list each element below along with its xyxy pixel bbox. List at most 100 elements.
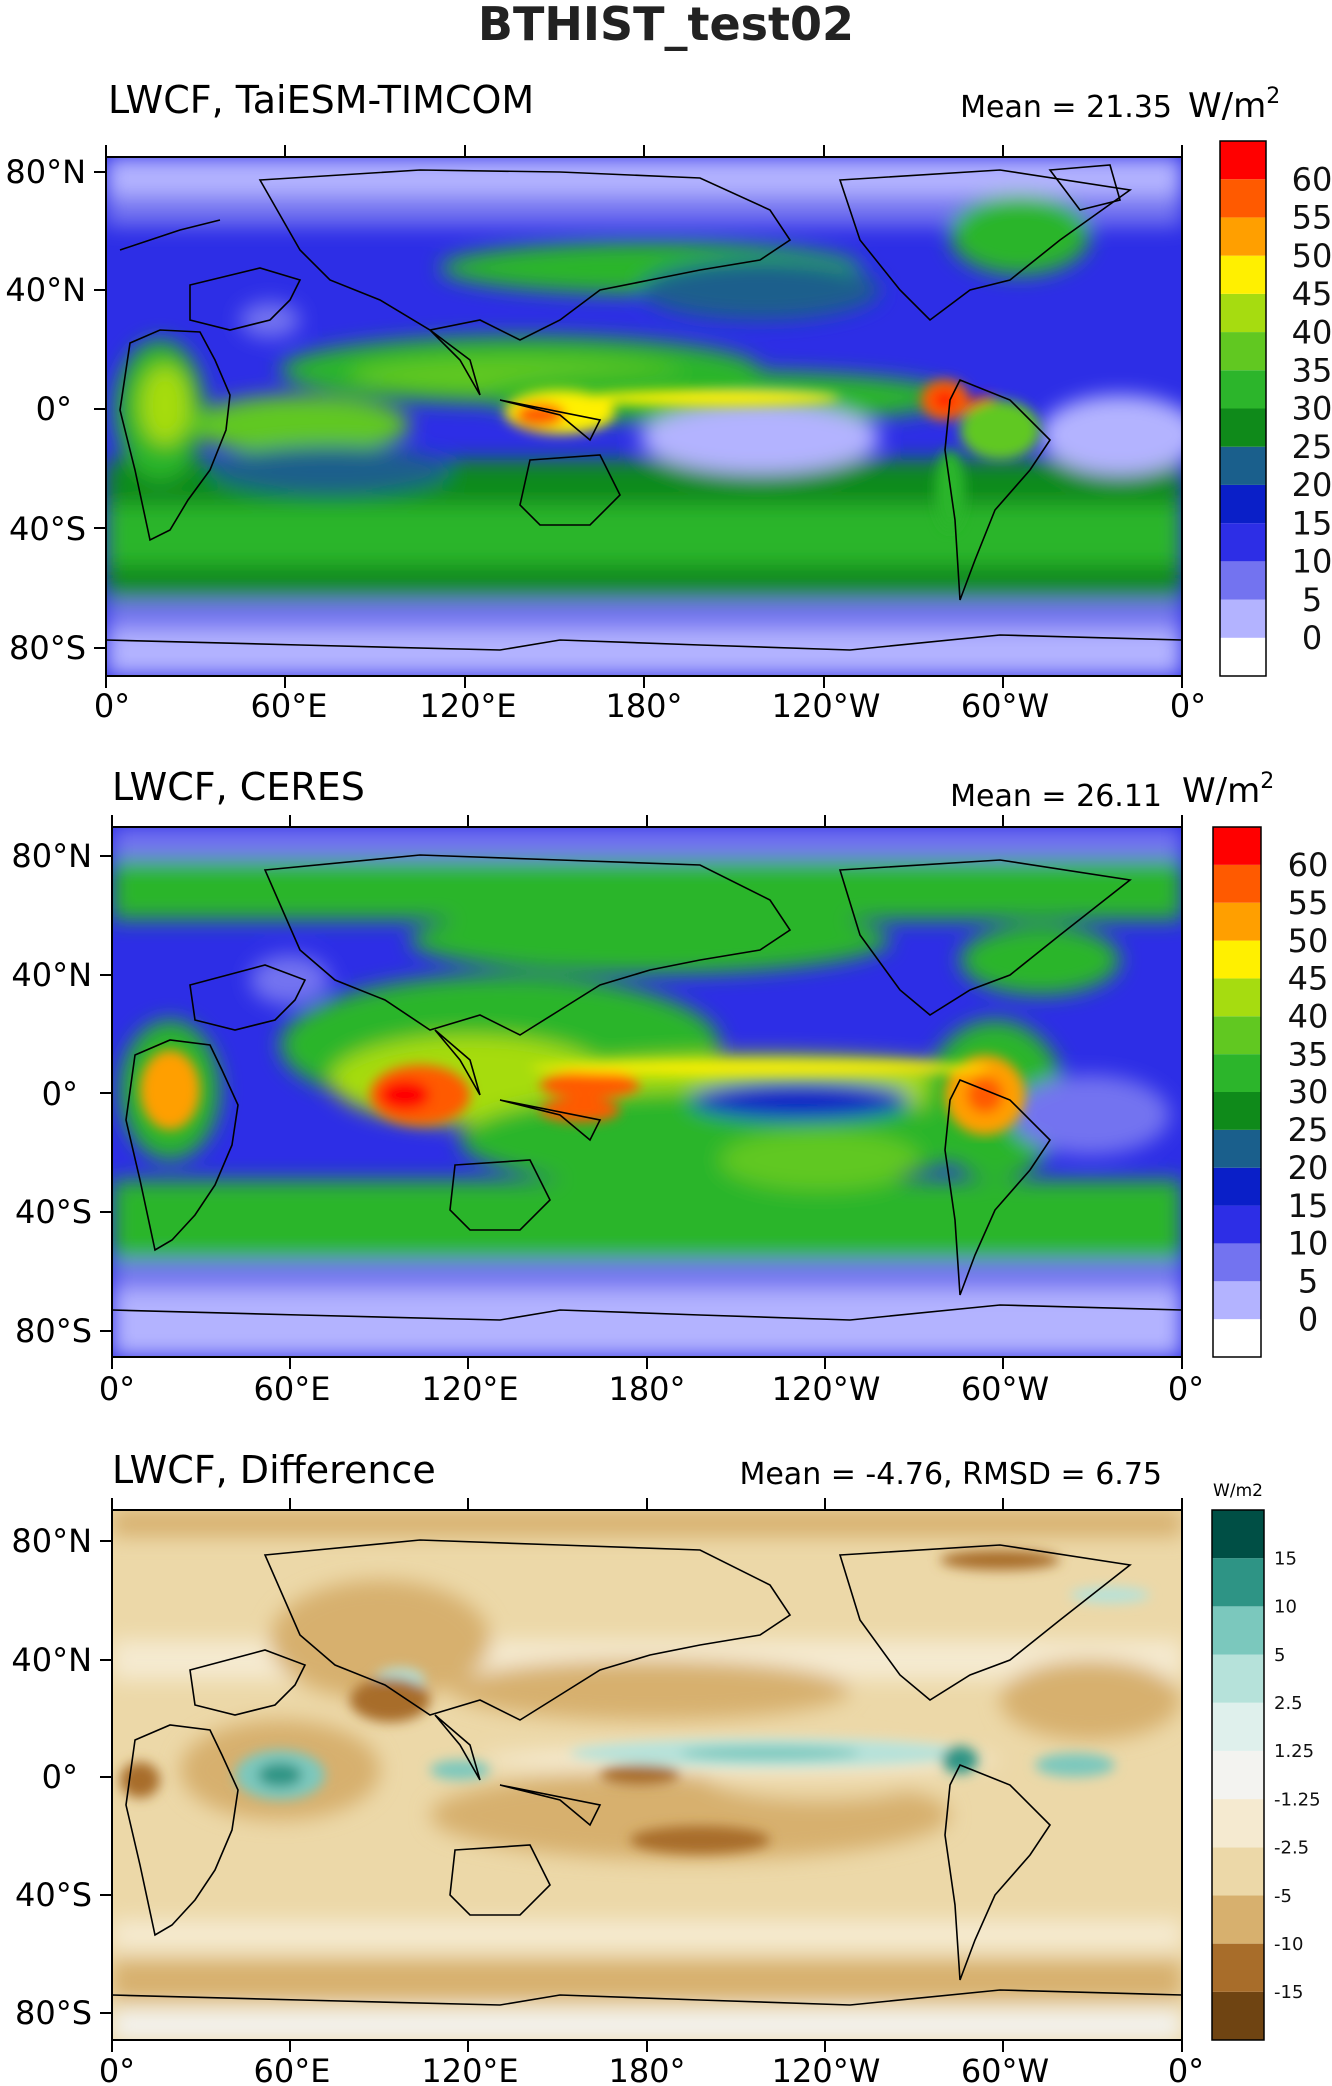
colorbar-tick-label: 5 xyxy=(1274,1645,1285,1666)
y-tick-label: 40°N xyxy=(5,271,86,309)
y-tick-label: 80°N xyxy=(11,1522,92,1560)
panel-mean: Mean = 26.11 xyxy=(950,779,1162,814)
colorbar-swatch xyxy=(1220,255,1266,294)
y-tick-label: 80°S xyxy=(15,1994,92,2032)
x-tick-label: 120°E xyxy=(421,2052,518,2086)
colorbar-swatch xyxy=(1213,978,1261,1017)
colorbar-tick-label: 35 xyxy=(1288,1035,1329,1073)
axis-ticks-2 xyxy=(100,815,1183,1369)
x-tick-label: 180° xyxy=(608,2052,685,2086)
colorbar-swatch xyxy=(1213,1281,1261,1320)
x-tick-label: 60°E xyxy=(254,2052,331,2086)
x-tick-labels: 0° 60°E 120°E 180° 120°W 60°W 0° xyxy=(99,1370,1204,1408)
colorbar-tick-label: 10 xyxy=(1292,543,1332,581)
map-field xyxy=(106,157,1182,676)
colorbar-swatch xyxy=(1212,1895,1264,1944)
colorbar-swatch xyxy=(1220,599,1266,638)
panel-title: LWCF, Difference xyxy=(112,1448,436,1492)
y-tick-label: 0° xyxy=(42,1758,78,1796)
colorbar-tick-label: 2.5 xyxy=(1274,1693,1303,1714)
y-tick-label: 80°S xyxy=(9,629,86,667)
panel-mean: Mean = -4.76, RMSD = 6.75 xyxy=(739,1457,1162,1492)
colorbar-swatch xyxy=(1220,637,1266,676)
colorbar-tick-label: 20 xyxy=(1288,1149,1329,1187)
x-tick-label: 120°E xyxy=(421,1370,518,1408)
x-tick-label: 60°E xyxy=(254,1370,331,1408)
x-tick-label: 0° xyxy=(1170,687,1206,725)
colorbar-tick-label: 0 xyxy=(1298,1300,1318,1338)
panel-observation: LWCF, CERES Mean = 26.11 W/m2 xyxy=(11,765,1328,1408)
colorbar-tick-label: 10 xyxy=(1288,1225,1329,1263)
colorbar-tick-label: -15 xyxy=(1274,1982,1303,2003)
y-tick-labels: 80°N 40°N 0° 40°S 80°S xyxy=(5,153,86,667)
y-tick-label: 0° xyxy=(42,1075,78,1113)
x-tick-label: 180° xyxy=(605,687,682,725)
colorbar-swatch xyxy=(1213,1243,1261,1282)
x-tick-label: 60°W xyxy=(961,1370,1049,1408)
colorbar-swatch xyxy=(1212,1702,1264,1751)
colorbar-tick-label: 20 xyxy=(1292,466,1332,504)
colorbar-tick-label: -5 xyxy=(1274,1886,1292,1907)
colorbar-tick-label: -10 xyxy=(1274,1934,1303,1955)
colorbar-tick-label: 0 xyxy=(1302,619,1322,657)
colorbar-swatch xyxy=(1213,940,1261,979)
y-tick-label: 40°N xyxy=(11,1641,92,1679)
colorbar-tick-label: 25 xyxy=(1288,1111,1329,1149)
colorbar-tick-label: 55 xyxy=(1288,884,1329,922)
colorbar-tick-label: 50 xyxy=(1292,237,1332,275)
colorbar-tick-label: 35 xyxy=(1292,351,1332,389)
colorbar-swatch xyxy=(1212,1654,1264,1703)
x-tick-label: 180° xyxy=(608,1370,685,1408)
colorbar-swatch xyxy=(1213,864,1261,903)
x-tick-label: 60°W xyxy=(961,687,1049,725)
x-tick-label: 60°W xyxy=(961,2052,1049,2086)
y-tick-labels: 80°N 40°N 0° 40°S 80°S xyxy=(11,1522,92,2032)
colorbar-tick-label: 25 xyxy=(1292,428,1332,466)
colorbar-swatch xyxy=(1220,179,1266,218)
colorbar-tick-label: 5 xyxy=(1298,1262,1318,1300)
panel-title: LWCF, CERES xyxy=(112,765,365,809)
colorbar-swatch xyxy=(1212,1558,1264,1607)
x-tick-labels: 0° 60°E 120°E 180° 120°W 60°W 0° xyxy=(94,687,1206,725)
colorbar-swatch xyxy=(1220,561,1266,600)
colorbar-tick-label: 15 xyxy=(1274,1548,1297,1569)
colorbar-swatch xyxy=(1213,1016,1261,1055)
colorbar-swatch xyxy=(1220,408,1266,447)
colorbar-tick-label: 60 xyxy=(1288,846,1329,884)
x-tick-label: 120°W xyxy=(772,2052,881,2086)
colorbar-tick-label: -2.5 xyxy=(1274,1838,1309,1859)
y-tick-label: 40°S xyxy=(15,1876,92,1914)
colorbar-swatch xyxy=(1213,827,1261,865)
x-tick-label: 0° xyxy=(99,2052,135,2086)
units-label: W/m2 xyxy=(1182,769,1274,811)
colorbar-swatch xyxy=(1220,332,1266,371)
y-tick-label: 80°N xyxy=(11,837,92,875)
colorbar-tick-label: 60 xyxy=(1292,160,1332,198)
colorbar: -15 -10 -5 -2.5 -1.25 1.25 2.5 5 10 15 xyxy=(1211,1509,1321,2041)
colorbar-tick-label: 45 xyxy=(1292,275,1332,313)
colorbar-tick-label: 55 xyxy=(1292,199,1332,237)
colorbar-swatch xyxy=(1213,1054,1261,1092)
colorbar-tick-label: 5 xyxy=(1302,581,1322,619)
colorbar-tick-label: 30 xyxy=(1292,390,1332,428)
y-tick-label: 80°N xyxy=(5,153,86,191)
colorbar-frame xyxy=(1212,826,1262,1358)
map-field xyxy=(112,827,1182,1357)
colorbar-swatch xyxy=(1213,1205,1261,1244)
colorbar-swatch xyxy=(1213,902,1261,941)
colorbar-swatch xyxy=(1220,141,1266,180)
panel-title: LWCF, TaiESM-TIMCOM xyxy=(108,78,534,122)
colorbar-swatch xyxy=(1213,1167,1261,1206)
x-tick-label: 120°W xyxy=(772,687,881,725)
x-tick-label: 0° xyxy=(94,687,130,725)
y-tick-labels: 80°N 40°N 0° 40°S 80°S xyxy=(11,837,92,1350)
y-tick-label: 0° xyxy=(36,390,72,428)
colorbar-tick-label: 30 xyxy=(1288,1073,1329,1111)
colorbar-swatch xyxy=(1220,217,1266,256)
units-label: W/m2 xyxy=(1213,1481,1263,1501)
colorbar-swatch xyxy=(1213,1319,1261,1357)
colorbar-swatch xyxy=(1212,1943,1264,1992)
